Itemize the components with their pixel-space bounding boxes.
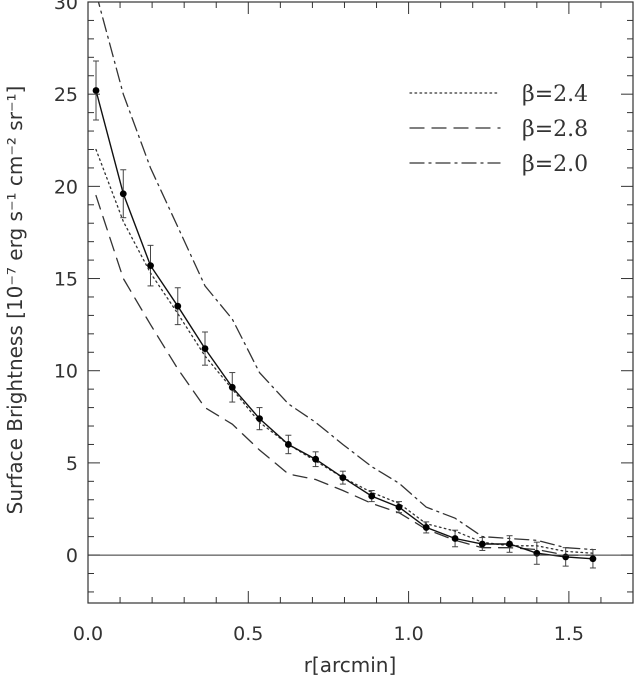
data-point [478, 540, 486, 548]
data-point [368, 492, 376, 500]
data-point [589, 555, 597, 563]
y-tick-label: 0 [66, 545, 78, 567]
y-tick-label: 30 [54, 0, 78, 14]
observed-layer [92, 60, 597, 569]
legend-label: β=2.0 [522, 152, 588, 177]
x-tick-label: 0.0 [73, 623, 103, 645]
series-line-dashdot [97, 2, 594, 551]
data-point [395, 503, 403, 511]
y-tick-label: 25 [54, 84, 78, 106]
data-point [422, 524, 430, 531]
x-tick-label: 0.5 [233, 623, 263, 645]
data-point [562, 553, 570, 561]
x-tick-label: 1.0 [393, 623, 423, 645]
ticks-layer: 0.0 0.5 1.0 1.5 0 5 10 15 20 25 30 [54, 0, 634, 645]
data-point [228, 383, 236, 391]
legend: β=2.4 β=2.8 β=2.0 [409, 82, 588, 177]
y-tick-label: 15 [54, 269, 78, 291]
legend-label: β=2.8 [522, 117, 588, 142]
legend-label: β=2.4 [522, 82, 588, 107]
data-point [284, 441, 292, 448]
series-line-dashed [95, 194, 594, 556]
series-layer [95, 2, 594, 556]
plot-frame [87, 1, 634, 604]
data-point [506, 540, 513, 548]
data-point [119, 190, 127, 198]
data-point [201, 345, 209, 352]
y-tick-label: 20 [54, 176, 78, 198]
data-point [174, 302, 182, 310]
x-axis-title: r[arcmin] [304, 653, 397, 677]
data-point [92, 87, 100, 94]
data-point [451, 535, 459, 542]
data-point [312, 455, 320, 463]
series-line-dotted [95, 148, 594, 554]
data-point [147, 262, 154, 270]
y-axis-title: Surface Brightness [10⁻⁷ erg s⁻¹ cm⁻² sr… [3, 86, 27, 515]
observed-line [95, 90, 593, 560]
data-point [256, 415, 263, 423]
data-point [533, 549, 541, 557]
data-point [339, 474, 347, 482]
y-tick-label: 5 [66, 453, 78, 475]
y-tick-label: 10 [54, 361, 78, 383]
x-tick-label: 1.5 [554, 623, 584, 645]
